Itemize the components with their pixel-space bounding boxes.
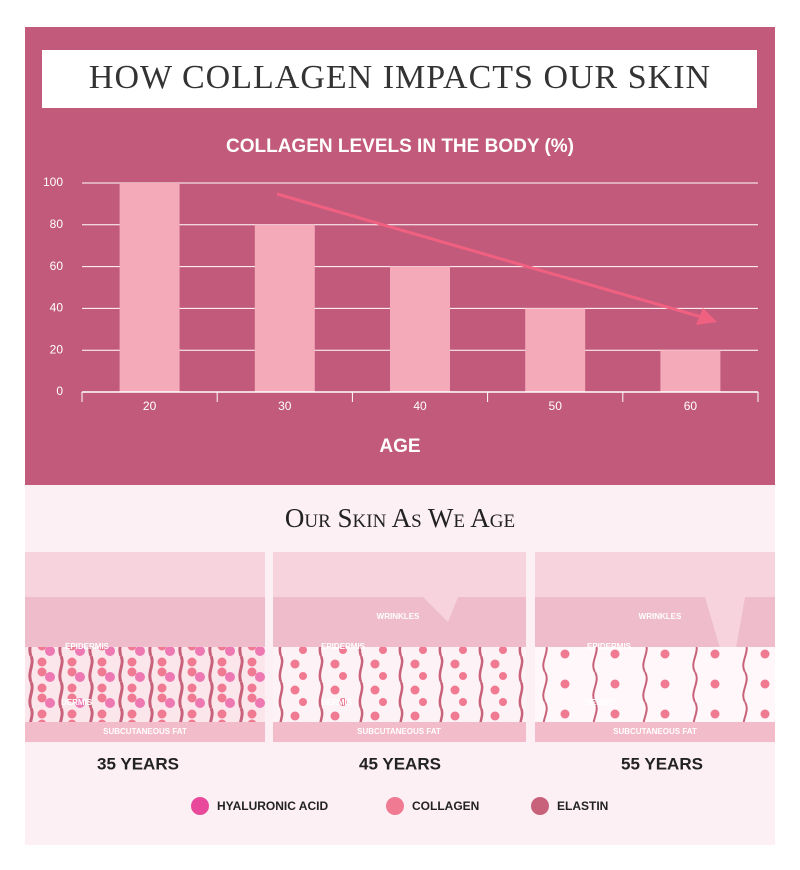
- skin-illustration: WRINKLES EPIDERMIS DERMIS SUBCUTANEOUS F…: [273, 552, 526, 742]
- legend-swatch: [531, 797, 549, 815]
- legend-label: COLLAGEN: [412, 799, 479, 813]
- layer-label: SUBCUTANEOUS FAT: [613, 727, 697, 736]
- x-tick-label: 50: [549, 399, 563, 413]
- legend-label: ELASTIN: [557, 799, 608, 813]
- y-tick-label: 60: [50, 259, 64, 273]
- x-axis-title: AGE: [379, 436, 420, 457]
- y-tick-label: 40: [50, 301, 64, 315]
- layer-label: WRINKLES: [377, 612, 420, 621]
- x-tick-label: 60: [684, 399, 698, 413]
- y-tick-label: 0: [56, 384, 63, 398]
- layer-label: WRINKLES: [639, 612, 682, 621]
- layer-label: EPIDERMIS: [321, 642, 366, 651]
- bar: [390, 266, 450, 392]
- layer-label: DERMIS: [585, 698, 617, 707]
- layer-label: SUBCUTANEOUS FAT: [357, 727, 441, 736]
- layer-label: SUBCUTANEOUS FAT: [103, 727, 187, 736]
- layer-label: EPIDERMIS: [587, 642, 632, 651]
- section-title: Our Skin As We Age: [285, 503, 515, 533]
- arrow-head: [696, 308, 717, 325]
- chart-title: COLLAGEN LEVELS IN THE BODY (%): [226, 136, 574, 157]
- age-label: 45 YEARS: [359, 754, 441, 773]
- trend-arrow: [276, 192, 706, 320]
- x-tick-label: 30: [278, 399, 292, 413]
- bar: [119, 183, 180, 392]
- bar: [660, 350, 721, 392]
- x-tick-label: 40: [413, 399, 427, 413]
- layer-label: DERMIS: [321, 698, 353, 707]
- title-box: [42, 50, 757, 108]
- layer-label: DERMIS: [61, 698, 93, 707]
- skin-illustration: EPIDERMIS DERMIS SUBCUTANEOUS FAT: [25, 552, 265, 742]
- layer-label: EPIDERMIS: [65, 642, 110, 651]
- bar: [525, 308, 586, 392]
- legend-swatch: [191, 797, 209, 815]
- skin-illustration: WRINKLES EPIDERMIS DERMIS SUBCUTANEOUS F…: [535, 552, 775, 742]
- y-tick-label: 20: [50, 342, 64, 356]
- legend-label: HYALURONIC ACID: [217, 799, 328, 813]
- y-tick-label: 80: [50, 217, 64, 231]
- legend: HYALURONIC ACID COLLAGEN ELASTIN: [191, 797, 608, 815]
- bar: [254, 224, 315, 392]
- x-axis-ticks: [81, 392, 759, 402]
- page-title: HOW COLLAGEN IMPACTS OUR SKIN: [89, 59, 711, 96]
- y-tick-label: 100: [43, 175, 63, 189]
- plot: 0 20 40 60 80 100 20 30 40 50 60: [43, 175, 758, 413]
- legend-swatch: [386, 797, 404, 815]
- age-label: 35 YEARS: [97, 754, 179, 773]
- x-tick-label: 20: [143, 399, 157, 413]
- age-label: 55 YEARS: [621, 754, 703, 773]
